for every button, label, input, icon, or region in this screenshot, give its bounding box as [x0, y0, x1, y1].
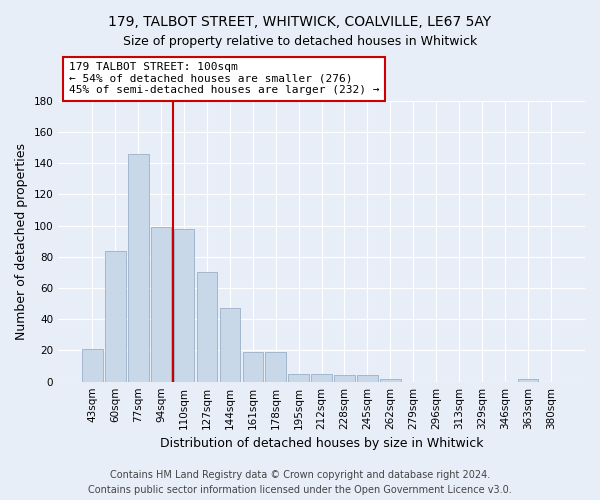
Bar — [311, 374, 332, 382]
Bar — [197, 272, 217, 382]
Bar — [357, 376, 378, 382]
Bar — [105, 250, 125, 382]
X-axis label: Distribution of detached houses by size in Whitwick: Distribution of detached houses by size … — [160, 437, 484, 450]
Bar — [242, 352, 263, 382]
Bar — [289, 374, 309, 382]
Text: 179, TALBOT STREET, WHITWICK, COALVILLE, LE67 5AY: 179, TALBOT STREET, WHITWICK, COALVILLE,… — [109, 15, 491, 29]
Bar — [174, 229, 194, 382]
Bar — [128, 154, 149, 382]
Bar — [82, 349, 103, 382]
Bar — [220, 308, 240, 382]
Text: Size of property relative to detached houses in Whitwick: Size of property relative to detached ho… — [123, 35, 477, 48]
Bar — [151, 228, 172, 382]
Bar — [380, 378, 401, 382]
Bar — [265, 352, 286, 382]
Text: 179 TALBOT STREET: 100sqm
← 54% of detached houses are smaller (276)
45% of semi: 179 TALBOT STREET: 100sqm ← 54% of detac… — [69, 62, 379, 96]
Bar — [334, 376, 355, 382]
Bar — [518, 378, 538, 382]
Text: Contains HM Land Registry data © Crown copyright and database right 2024.
Contai: Contains HM Land Registry data © Crown c… — [88, 470, 512, 495]
Y-axis label: Number of detached properties: Number of detached properties — [15, 143, 28, 340]
